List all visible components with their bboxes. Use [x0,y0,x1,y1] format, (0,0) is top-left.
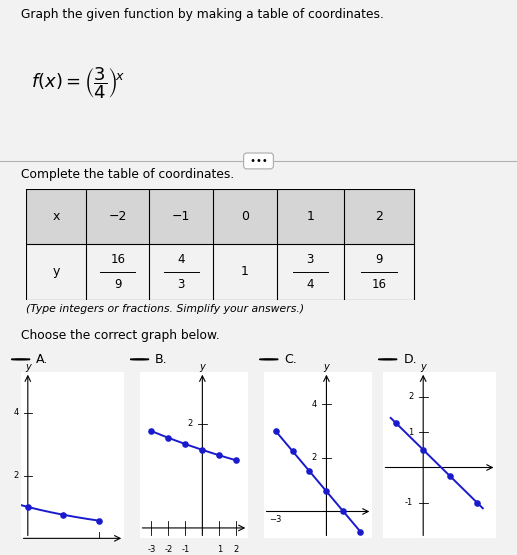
Text: 2: 2 [13,471,19,480]
Text: 16: 16 [372,278,387,291]
Text: −2: −2 [109,210,127,223]
Text: y: y [52,265,59,279]
Text: -1: -1 [405,498,413,507]
Bar [26,189,86,244]
Text: C.: C. [284,353,297,366]
Text: D.: D. [403,353,417,366]
Text: 4: 4 [13,408,19,417]
Text: 2: 2 [375,210,383,223]
Point [322,487,330,496]
Point [95,516,103,525]
Text: 4: 4 [312,400,317,408]
Bar [344,189,415,244]
Text: 1: 1 [306,210,314,223]
Text: 16: 16 [110,253,125,266]
Point [147,427,156,436]
Text: 9: 9 [114,278,121,291]
Point [446,472,454,481]
Point [356,527,364,536]
Text: 3: 3 [178,278,185,291]
Point [306,467,314,476]
Text: $f(x) = \left(\dfrac{3}{4}\right)^{\!x}$: $f(x) = \left(\dfrac{3}{4}\right)^{\!x}$ [31,65,125,101]
Text: x: x [52,210,59,223]
Text: 1: 1 [408,427,413,437]
Text: y: y [420,362,426,372]
Point [198,446,206,455]
Text: -1: -1 [181,544,190,553]
Point [181,440,190,448]
Text: Choose the correct graph below.: Choose the correct graph below. [21,329,219,342]
Point [473,498,481,507]
Text: y: y [25,362,31,372]
Point [232,456,240,465]
Bar [213,189,277,244]
Point [215,451,223,460]
Text: B.: B. [155,353,168,366]
Point [288,447,297,456]
Text: •••: ••• [247,156,270,166]
Text: -3: -3 [147,544,156,553]
Text: A.: A. [36,353,49,366]
Text: 4: 4 [177,253,185,266]
Point [59,511,68,519]
Text: 3: 3 [307,253,314,266]
Text: 2: 2 [408,392,413,401]
Text: y: y [200,362,205,372]
Text: 9: 9 [375,253,383,266]
Text: 2: 2 [312,453,317,462]
Text: -2: -2 [164,544,173,553]
Bar [277,189,344,244]
Text: 0: 0 [241,210,249,223]
Point [24,502,32,511]
Point [419,445,428,454]
Text: −1: −1 [172,210,190,223]
Text: (Type integers or fractions. Simplify your answers.): (Type integers or fractions. Simplify yo… [26,304,304,314]
Bar [86,189,149,244]
Text: Complete the table of coordinates.: Complete the table of coordinates. [21,168,234,181]
Text: 2: 2 [234,544,239,553]
Text: 1: 1 [217,544,222,553]
Text: −3: −3 [269,514,282,524]
Text: 1: 1 [241,265,249,279]
Text: 2: 2 [188,420,193,428]
Point [271,426,280,435]
Point [339,507,347,516]
Text: y: y [324,362,329,372]
Bar [149,189,213,244]
Point [164,433,173,442]
Text: 4: 4 [307,278,314,291]
Point [392,419,400,428]
Text: Graph the given function by making a table of coordinates.: Graph the given function by making a tab… [21,8,384,21]
